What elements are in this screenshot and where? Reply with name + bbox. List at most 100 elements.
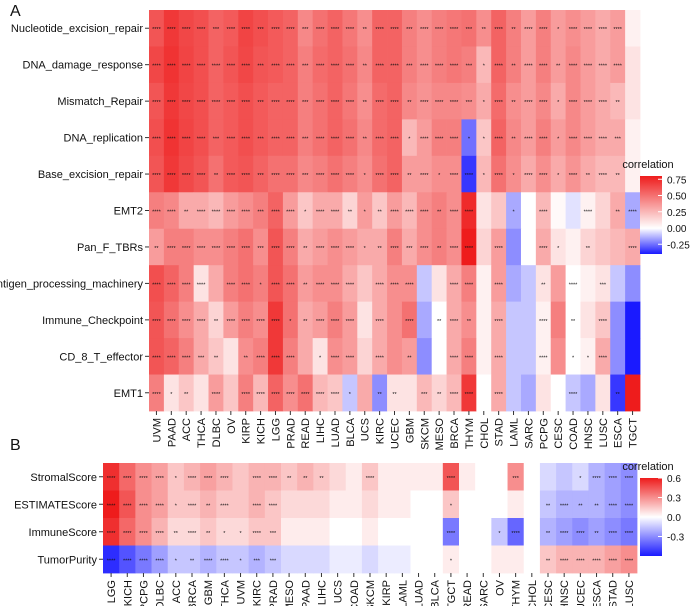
- heatmap-cell: [200, 518, 217, 546]
- heatmap-cell: [461, 155, 477, 193]
- heatmap-cell: [459, 545, 476, 574]
- significance-mark: ****: [316, 100, 325, 106]
- heatmap-cell: [253, 155, 269, 193]
- significance-mark: **: [556, 64, 561, 70]
- heatmap-cell: [342, 192, 358, 230]
- heatmap-cell: [312, 10, 328, 47]
- column-label: CESC: [553, 418, 565, 449]
- heatmap-cell: [625, 10, 641, 47]
- column-label: UCS: [360, 418, 372, 441]
- significance-mark: **: [511, 100, 516, 106]
- panel-b-legend: correlation 0.6 0.3 0.0 -0.3: [622, 461, 685, 556]
- heatmap-cell: [476, 82, 492, 120]
- heatmap-cell: [550, 82, 567, 120]
- significance-mark: ****: [613, 27, 622, 33]
- significance-mark: ****: [539, 137, 548, 143]
- heatmap-cell: [357, 119, 373, 157]
- column-label: PCPG: [138, 580, 150, 606]
- column-label: UCEC: [390, 418, 402, 449]
- significance-mark: **: [437, 246, 442, 252]
- significance-mark: ****: [539, 100, 548, 106]
- significance-mark: **: [616, 210, 621, 216]
- significance-mark: ****: [220, 476, 229, 482]
- significance-mark: ****: [155, 503, 164, 509]
- significance-mark: **: [287, 476, 292, 482]
- heatmap-cell: [282, 119, 299, 157]
- heatmap-cell: [193, 10, 209, 47]
- significance-mark: *: [557, 173, 560, 179]
- heatmap-cell: [491, 490, 508, 519]
- heatmap-cell: [253, 228, 269, 266]
- heatmap-cell: [580, 338, 596, 375]
- column-label: ESCA: [613, 417, 625, 448]
- heatmap-cell: [520, 374, 537, 412]
- heatmap-cell: [520, 301, 537, 339]
- significance-mark: ****: [182, 282, 191, 288]
- heatmap-cell: [595, 265, 611, 303]
- significance-mark: ****: [286, 246, 295, 252]
- significance-mark: ***: [614, 137, 621, 143]
- significance-mark: ****: [316, 173, 325, 179]
- heatmap-cell: [223, 82, 239, 120]
- heatmap-cell: [446, 82, 462, 120]
- heatmap-cell: [625, 228, 641, 266]
- significance-mark: **: [437, 210, 442, 216]
- significance-mark: ****: [212, 246, 221, 252]
- significance-mark: ****: [152, 319, 161, 325]
- heatmap-cell: [238, 119, 254, 157]
- heatmap-cell: [491, 46, 507, 84]
- heatmap-cell: [163, 338, 180, 375]
- panel-a-cells: **** **** **** **** *** **** **** *** **** **** **…: [149, 10, 641, 412]
- significance-mark: ****: [256, 355, 265, 361]
- heatmap-cell: [119, 518, 136, 546]
- heatmap-cell: [167, 490, 185, 519]
- heatmap-cell: [625, 338, 641, 375]
- heatmap-cell: [135, 545, 152, 574]
- heatmap-cell: [238, 46, 254, 84]
- heatmap-cell: [329, 490, 347, 519]
- significance-mark: **: [586, 173, 591, 179]
- significance-mark: *: [498, 531, 501, 537]
- column-label: BLCA: [345, 417, 357, 446]
- heatmap-cell: [491, 265, 507, 303]
- heatmap-cell: [387, 192, 403, 230]
- legend-a-title: correlation: [622, 159, 673, 171]
- heatmap-cell: [491, 301, 507, 339]
- heatmap-cell: [135, 463, 152, 491]
- significance-mark: ****: [450, 355, 459, 361]
- heatmap-cell: [523, 545, 541, 574]
- heatmap-cell: [595, 10, 611, 47]
- significance-mark: *: [364, 210, 367, 216]
- heatmap-cell: [268, 265, 284, 303]
- heatmap-cell: [372, 265, 388, 303]
- heatmap-cell: [550, 301, 567, 339]
- heatmap-cell: [282, 155, 299, 193]
- heatmap-cell: [520, 10, 537, 47]
- column-label: KIRC: [375, 418, 387, 444]
- significance-mark: ****: [450, 100, 459, 106]
- significance-mark: *: [349, 392, 352, 398]
- heatmap-cell: [282, 82, 299, 120]
- heatmap-cell: [506, 10, 522, 47]
- significance-mark: **: [511, 27, 516, 33]
- significance-mark: ****: [182, 100, 191, 106]
- heatmap-cell: [135, 490, 152, 519]
- heatmap-cell: [378, 490, 395, 519]
- significance-mark: ***: [302, 27, 309, 33]
- heatmap-cell: [565, 374, 581, 412]
- heatmap-cell: [588, 490, 606, 519]
- heatmap-cell: [149, 119, 165, 157]
- heatmap-cell: [625, 192, 641, 230]
- column-label: COAD: [349, 580, 361, 606]
- heatmap-cell: [372, 82, 388, 120]
- significance-mark: ***: [302, 100, 309, 106]
- heatmap-cell: [520, 155, 537, 193]
- significance-mark: ****: [405, 319, 414, 325]
- heatmap-cell: [539, 518, 557, 546]
- significance-mark: ****: [346, 282, 355, 288]
- heatmap-cell: [264, 545, 282, 574]
- heatmap-cell: [183, 490, 201, 519]
- significance-mark: ****: [628, 210, 637, 216]
- heatmap-cell: [620, 518, 638, 546]
- heatmap-cell: [416, 82, 433, 120]
